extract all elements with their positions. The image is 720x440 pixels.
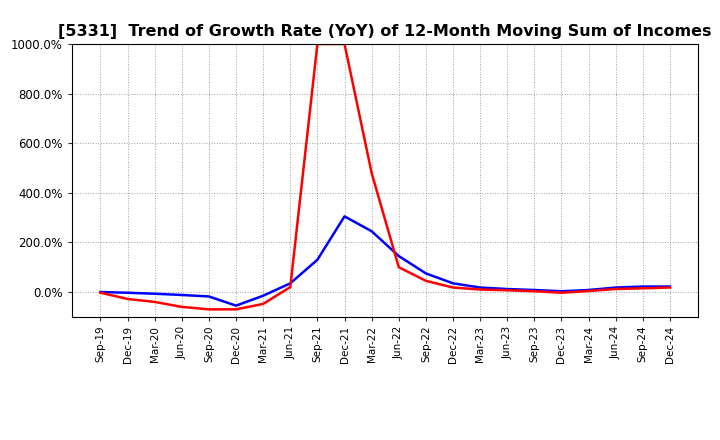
Ordinary Income Growth Rate [96,290,105,295]
Line: Net Income Growth Rate: Net Income Growth Rate [101,44,670,309]
Ordinary Income Growth Rate [178,292,186,297]
Ordinary Income Growth Rate [557,289,566,294]
Ordinary Income Growth Rate [584,287,593,293]
Ordinary Income Growth Rate [611,285,620,290]
Ordinary Income Growth Rate [665,284,674,289]
Net Income Growth Rate [449,285,457,290]
Ordinary Income Growth Rate [341,214,349,219]
Ordinary Income Growth Rate [259,293,268,298]
Ordinary Income Growth Rate [150,291,159,297]
Net Income Growth Rate [367,170,376,176]
Net Income Growth Rate [665,285,674,290]
Net Income Growth Rate [639,286,647,291]
Net Income Growth Rate [584,288,593,293]
Line: Ordinary Income Growth Rate: Ordinary Income Growth Rate [101,216,670,306]
Net Income Growth Rate [178,304,186,309]
Net Income Growth Rate [204,307,213,312]
Net Income Growth Rate [530,289,539,294]
Net Income Growth Rate [286,284,294,290]
Ordinary Income Growth Rate [313,257,322,262]
Net Income Growth Rate [611,286,620,292]
Ordinary Income Growth Rate [476,285,485,290]
Net Income Growth Rate [259,301,268,307]
Net Income Growth Rate [96,290,105,295]
Ordinary Income Growth Rate [286,281,294,286]
Title: [5331]  Trend of Growth Rate (YoY) of 12-Month Moving Sum of Incomes: [5331] Trend of Growth Rate (YoY) of 12-… [58,24,712,39]
Ordinary Income Growth Rate [204,294,213,299]
Net Income Growth Rate [150,299,159,304]
Net Income Growth Rate [313,41,322,47]
Ordinary Income Growth Rate [367,229,376,234]
Net Income Growth Rate [421,278,430,283]
Net Income Growth Rate [123,296,132,301]
Ordinary Income Growth Rate [232,303,240,308]
Ordinary Income Growth Rate [123,290,132,295]
Ordinary Income Growth Rate [639,284,647,289]
Net Income Growth Rate [557,290,566,295]
Net Income Growth Rate [341,41,349,47]
Net Income Growth Rate [476,287,485,292]
Ordinary Income Growth Rate [421,271,430,276]
Net Income Growth Rate [395,264,403,270]
Ordinary Income Growth Rate [530,287,539,293]
Ordinary Income Growth Rate [449,281,457,286]
Ordinary Income Growth Rate [395,253,403,259]
Net Income Growth Rate [503,288,511,293]
Net Income Growth Rate [232,307,240,312]
Ordinary Income Growth Rate [503,286,511,292]
